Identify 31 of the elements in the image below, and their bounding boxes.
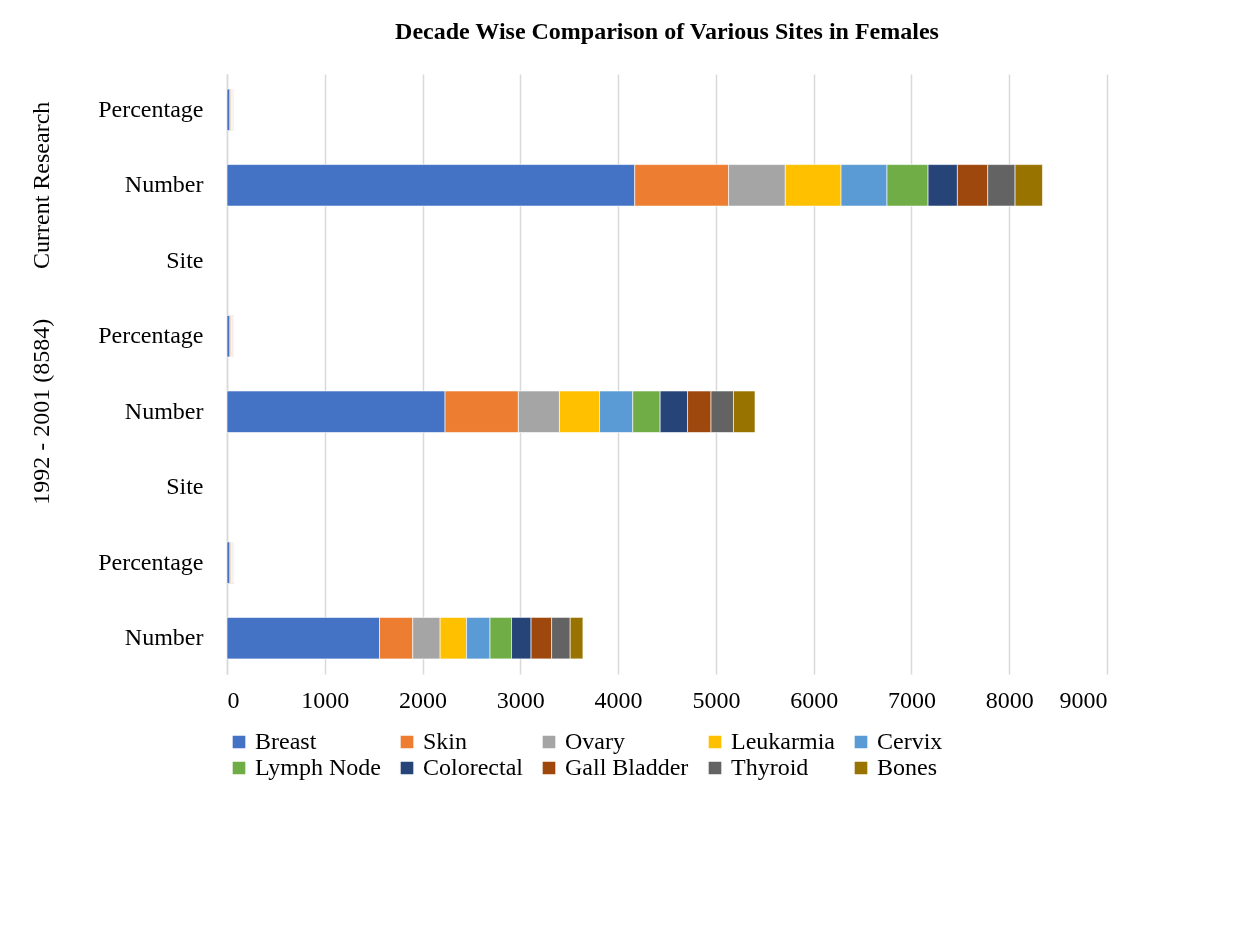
- x-tick-label: 8000: [985, 686, 1034, 713]
- x-tick-label: 7000: [887, 686, 936, 713]
- x-tick-label: 3000: [496, 686, 545, 713]
- legend-label: Leukarmia: [731, 728, 836, 754]
- legend-label: Bones: [877, 754, 937, 780]
- legend-label: Cervix: [877, 728, 943, 754]
- y-tick-label: Percentage: [98, 95, 204, 122]
- x-tick-label: 6000: [790, 686, 839, 713]
- text: 1992 - 2001 (8584): [28, 318, 54, 505]
- x-tick-label: 2000: [399, 686, 448, 713]
- legend-label: Gall Bladder: [565, 754, 689, 780]
- legend-label: Ovary: [565, 728, 625, 754]
- x-tick-label: 5000: [692, 686, 741, 713]
- y-tick-label: Number: [124, 397, 204, 424]
- chart-title: Decade Wise Comparison of Various Sites in Females: [395, 18, 939, 44]
- y-tick-label: Number: [124, 171, 204, 198]
- y-tick-label: Percentage: [98, 322, 204, 349]
- y-tick-label: Site: [166, 473, 204, 500]
- x-tick-label: 0: [227, 686, 240, 713]
- x-tick-label: 4000: [594, 686, 643, 713]
- y-tick-label: Site: [166, 246, 204, 273]
- legend-label: Skin: [423, 728, 468, 754]
- legend-label: Breast: [255, 728, 317, 754]
- x-tick-label: 1000: [301, 686, 350, 713]
- x-tick-label: 9000: [1059, 686, 1108, 713]
- legend-label: Lymph Node: [255, 754, 381, 780]
- legend-label: Colorectal: [423, 754, 524, 780]
- y-tick-label: Percentage: [98, 548, 204, 575]
- y-tick-label: Number: [124, 624, 204, 651]
- legend-label: Thyroid: [731, 754, 809, 780]
- text: Current Research: [28, 101, 54, 269]
